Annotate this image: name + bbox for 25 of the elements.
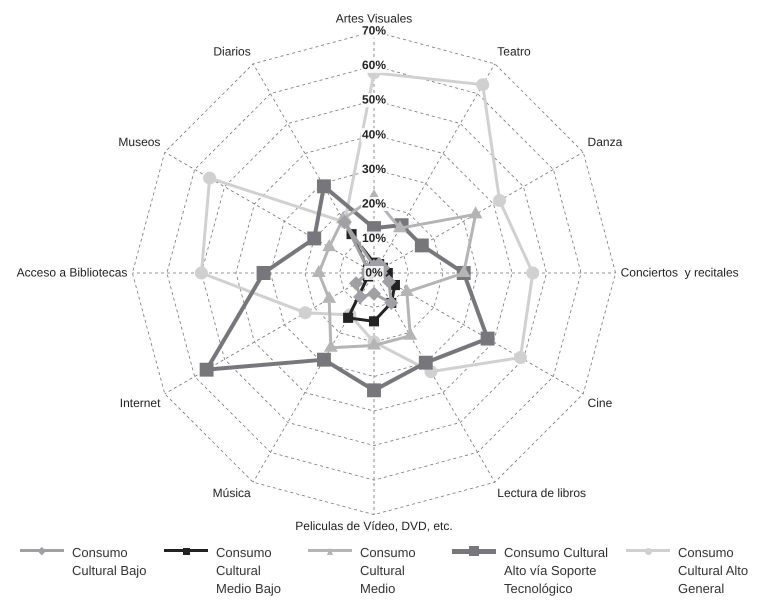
legend-label: Consumo Cultural Bajo	[72, 544, 148, 580]
spoke-label: Artes Visuales	[336, 12, 412, 26]
spoke-label: Lectura de libros	[497, 486, 586, 500]
y-tick-label: 0%	[365, 265, 383, 280]
spoke-label: Teatro	[497, 44, 531, 59]
legend-label: Consumo Cultural Medio	[360, 544, 417, 598]
spoke-label: Cine	[588, 396, 613, 410]
spoke-label: Música	[212, 486, 252, 500]
spoke-label: Diarios	[213, 44, 251, 59]
spoke-label: Museos	[118, 134, 160, 149]
spoke-label: Internet	[120, 396, 162, 410]
y-tick-label: 70%	[362, 24, 386, 38]
y-tick-label: 30%	[362, 162, 386, 176]
spoke-label: Peliculas de Vídeo, DVD, etc.	[295, 519, 453, 534]
legend-label: Consumo Cultural Alto General	[678, 544, 750, 598]
spoke-label: Conciertos y recitales	[620, 265, 739, 280]
spoke-label: Danza	[588, 134, 623, 149]
legend-label: Consumo Cultural Alto vía Soporte Tecnológico	[504, 544, 609, 598]
y-tick-label: 60%	[362, 58, 386, 72]
spoke-label: Acceso a Bibliotecas	[16, 265, 128, 280]
y-tick-label: 50%	[362, 92, 386, 107]
y-tick-label: 20%	[362, 196, 386, 210]
y-tick-label: 40%	[362, 127, 386, 142]
legend-label: Consumo Cultural Medio Bajo	[216, 544, 282, 598]
y-tick-label: 10%	[362, 230, 386, 245]
